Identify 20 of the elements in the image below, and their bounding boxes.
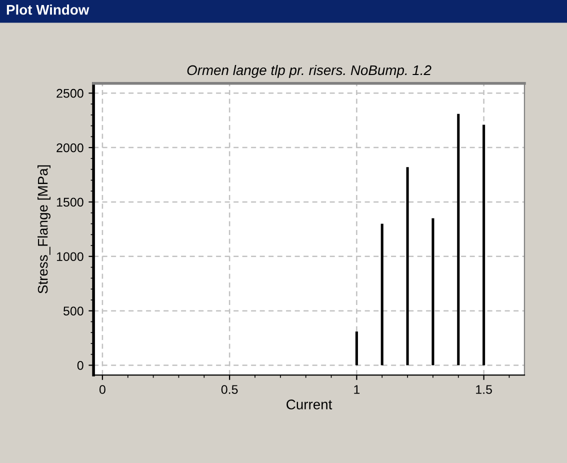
bar xyxy=(432,218,434,366)
y-tick-label: 1000 xyxy=(56,252,84,262)
x-tick-label: 0 xyxy=(99,385,106,394)
x-tick-label: 1.5 xyxy=(476,385,492,394)
bar xyxy=(380,224,384,366)
text: Plot Window xyxy=(6,4,90,15)
x-tick-label: 1 xyxy=(354,385,360,394)
x-axis-title: Current xyxy=(286,400,332,410)
bar xyxy=(406,167,409,366)
bar xyxy=(482,124,486,366)
y-tick-label: 1500 xyxy=(56,198,84,207)
bar xyxy=(355,331,358,366)
y-tick-label: 2000 xyxy=(56,143,84,152)
bar xyxy=(457,114,460,366)
y-tick-label: 0 xyxy=(77,361,84,370)
x-tick-label: 0.5 xyxy=(221,385,238,394)
y-tick-label: 500 xyxy=(63,306,84,316)
chart-title: Ormen lange tlp pr. risers. NoBump. 1.2 xyxy=(187,64,432,78)
y-axis-title: Stress_Flange [MPa] xyxy=(38,165,50,294)
y-tick-label: 2500 xyxy=(56,88,84,98)
